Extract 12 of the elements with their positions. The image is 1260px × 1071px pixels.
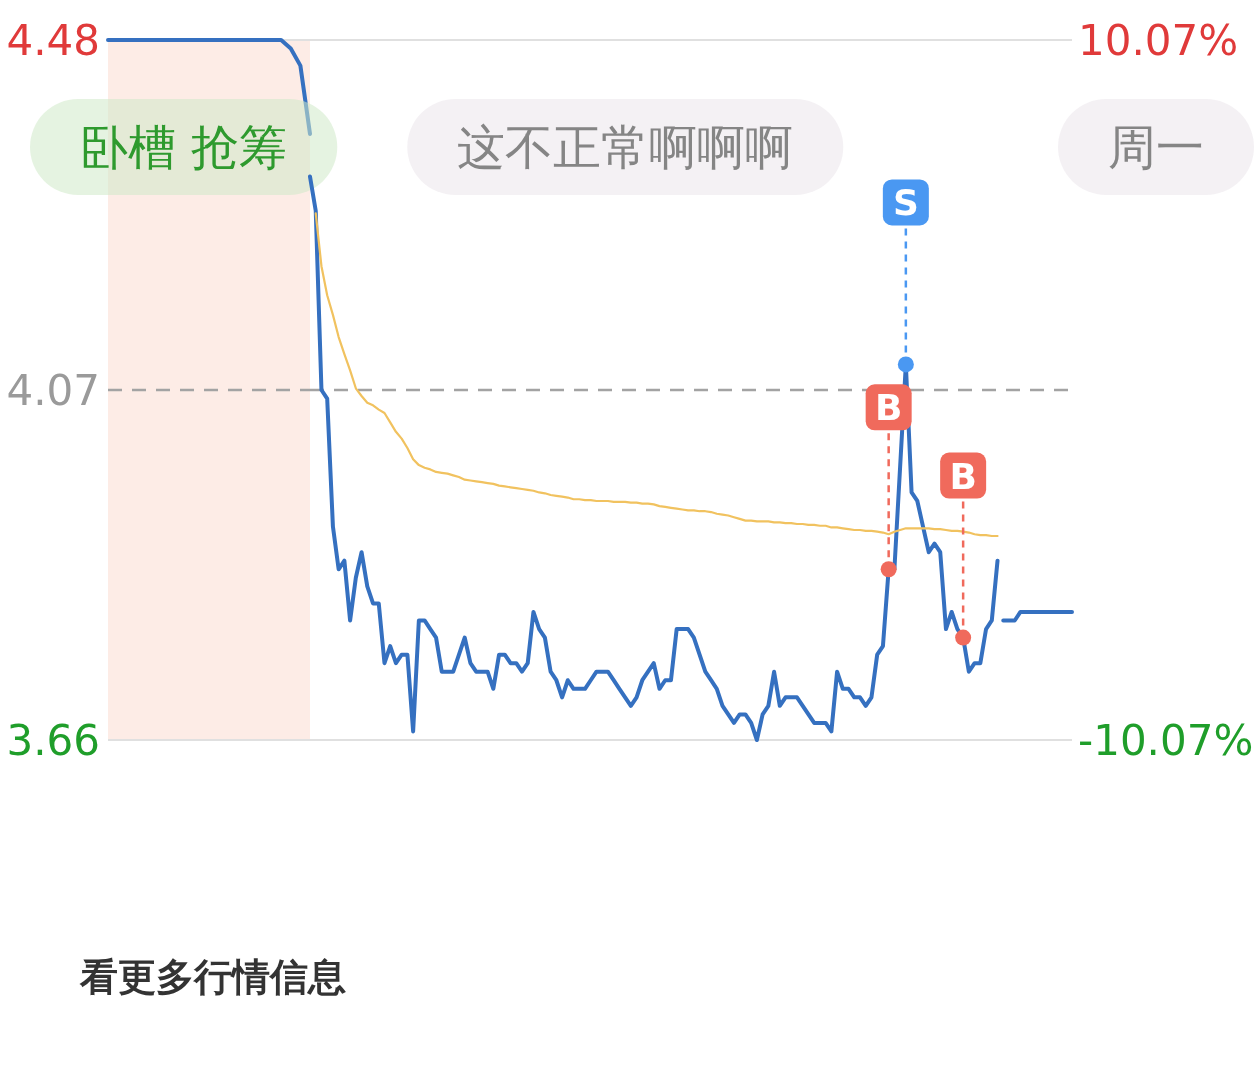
y-tick-label: 3.66 — [6, 716, 100, 766]
annotation: 卧槽 抢筹 — [80, 119, 288, 176]
text: B — [949, 455, 977, 497]
y-tick-label: 4.48 — [6, 16, 100, 66]
text: B — [874, 387, 903, 429]
text: 10.07% — [1078, 16, 1239, 66]
y-tick-label: 4.07 — [6, 366, 100, 416]
text: 周一 — [1108, 119, 1204, 176]
text: -10.07% — [1078, 716, 1254, 766]
annotation: 这不正常啊啊啊 — [457, 119, 794, 176]
text: 看更多行情信息 — [79, 955, 346, 999]
text: S — [892, 182, 919, 224]
